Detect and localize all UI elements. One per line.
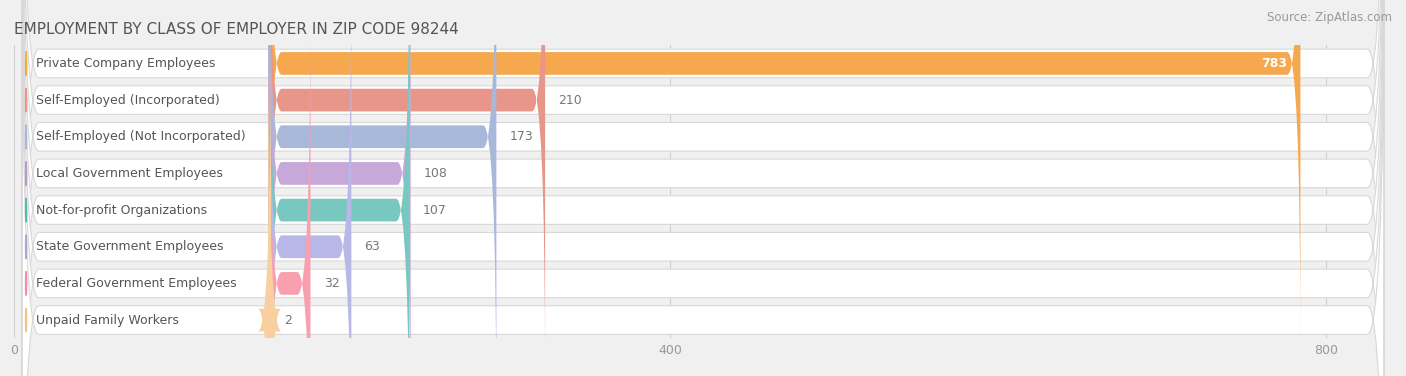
FancyBboxPatch shape bbox=[22, 0, 1384, 376]
Text: Self-Employed (Not Incorporated): Self-Employed (Not Incorporated) bbox=[37, 130, 246, 143]
FancyBboxPatch shape bbox=[22, 0, 1384, 376]
Text: 173: 173 bbox=[509, 130, 533, 143]
FancyBboxPatch shape bbox=[257, 38, 281, 376]
FancyBboxPatch shape bbox=[269, 0, 1301, 346]
Text: 32: 32 bbox=[323, 277, 339, 290]
FancyBboxPatch shape bbox=[22, 0, 1384, 376]
Text: Unpaid Family Workers: Unpaid Family Workers bbox=[37, 314, 180, 327]
Text: State Government Employees: State Government Employees bbox=[37, 240, 224, 253]
FancyBboxPatch shape bbox=[22, 0, 1384, 376]
Text: 2: 2 bbox=[284, 314, 292, 327]
FancyBboxPatch shape bbox=[22, 0, 1384, 376]
FancyBboxPatch shape bbox=[269, 0, 352, 376]
Text: EMPLOYMENT BY CLASS OF EMPLOYER IN ZIP CODE 98244: EMPLOYMENT BY CLASS OF EMPLOYER IN ZIP C… bbox=[14, 22, 458, 37]
FancyBboxPatch shape bbox=[269, 2, 311, 376]
Text: Self-Employed (Incorporated): Self-Employed (Incorporated) bbox=[37, 94, 221, 107]
Text: 783: 783 bbox=[1261, 57, 1288, 70]
FancyBboxPatch shape bbox=[22, 0, 1384, 376]
Text: 107: 107 bbox=[422, 203, 446, 217]
Text: 63: 63 bbox=[364, 240, 380, 253]
FancyBboxPatch shape bbox=[22, 0, 1384, 376]
FancyBboxPatch shape bbox=[269, 0, 496, 376]
Text: Local Government Employees: Local Government Employees bbox=[37, 167, 224, 180]
Text: 108: 108 bbox=[423, 167, 447, 180]
Text: Federal Government Employees: Federal Government Employees bbox=[37, 277, 238, 290]
FancyBboxPatch shape bbox=[269, 0, 546, 376]
Text: Private Company Employees: Private Company Employees bbox=[37, 57, 217, 70]
FancyBboxPatch shape bbox=[269, 0, 411, 376]
Text: Not-for-profit Organizations: Not-for-profit Organizations bbox=[37, 203, 208, 217]
Text: Source: ZipAtlas.com: Source: ZipAtlas.com bbox=[1267, 11, 1392, 24]
FancyBboxPatch shape bbox=[269, 0, 409, 376]
FancyBboxPatch shape bbox=[22, 0, 1384, 376]
Text: 210: 210 bbox=[558, 94, 582, 107]
